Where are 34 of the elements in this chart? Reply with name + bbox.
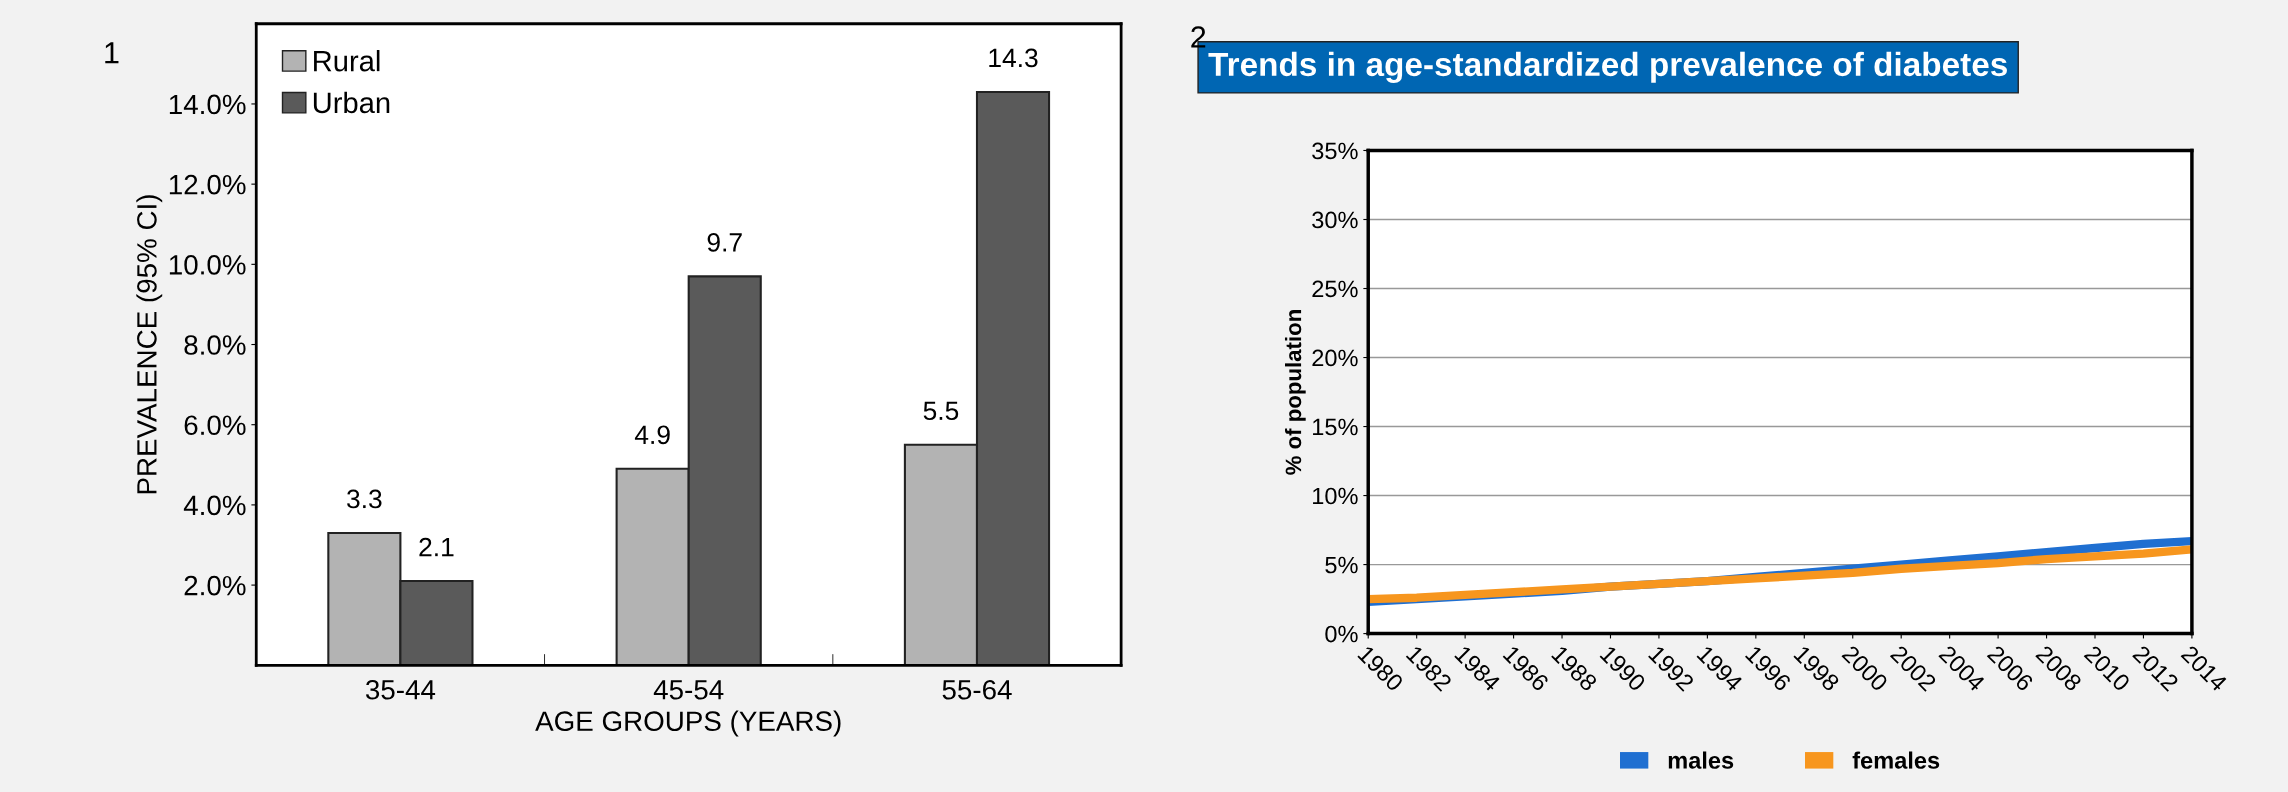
legend-label: females (1852, 751, 1940, 769)
y-tick-label: 12.0% (169, 174, 246, 195)
chart-title: Trends in age-standardized prevalence of diabetes (1208, 51, 2007, 83)
data-label: 9.7 (707, 233, 742, 252)
x-axis-title: AGE GROUPS (YEARS) (535, 710, 841, 737)
legend-label: males (1668, 751, 1734, 769)
y-axis-title: PREVALENCE (95% CI) (136, 195, 163, 494)
x-tick-label: 35-44 (365, 679, 436, 700)
y-tick-label: 14.0% (169, 94, 246, 115)
legend-label: Rural (314, 50, 380, 72)
legend-label: Urban (313, 91, 390, 114)
y-tick-label: 2.0% (184, 575, 246, 596)
text: 2 (1191, 26, 1206, 48)
y-tick-label: 0% (1325, 625, 1358, 643)
data-label: 2.1 (419, 537, 454, 557)
x-tick-label: 45-54 (653, 680, 724, 700)
data-label: 3.3 (347, 489, 382, 509)
x-tick-label: 55-64 (942, 679, 1012, 700)
y-axis-title: % of population (1284, 310, 1306, 475)
y-tick-label: 10% (1313, 487, 1358, 505)
data-label: 4.9 (634, 425, 670, 445)
y-tick-label: 15% (1313, 418, 1358, 436)
y-tick-label: 6.0% (184, 415, 246, 436)
text: 1 (105, 42, 119, 64)
y-tick-label: 10.0% (169, 255, 246, 275)
y-tick-label: 35% (1312, 142, 1358, 160)
y-tick-label: 25% (1312, 280, 1358, 298)
y-tick-label: 4.0% (183, 495, 246, 516)
data-label: 5.5 (923, 401, 959, 421)
y-tick-label: 20% (1312, 349, 1358, 367)
y-tick-label: 5% (1325, 556, 1358, 574)
data-label: 14.3 (989, 48, 1038, 68)
y-tick-label: 8.0% (184, 335, 246, 355)
y-tick-label: 30% (1312, 211, 1358, 229)
